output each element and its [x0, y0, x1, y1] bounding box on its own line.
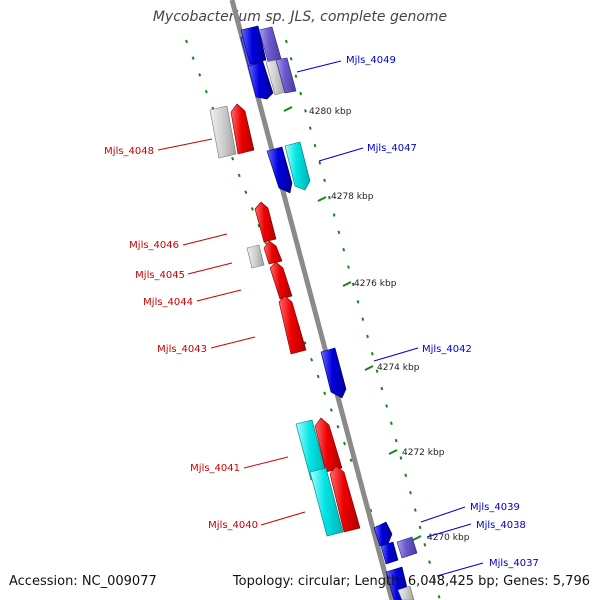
gene-arrow-red: [230, 103, 255, 155]
leader-line: [187, 262, 233, 275]
gene-arrow-red: [314, 417, 343, 473]
leader-line: [243, 456, 289, 469]
tick-4278: [317, 196, 327, 202]
leader-line: [426, 523, 472, 538]
gene-arrow-red: [254, 201, 277, 243]
tick-4270: [412, 535, 422, 541]
kbp-label: 4274 kbp: [377, 363, 420, 373]
gene-label-mjls-4041: Mjls_4041: [190, 463, 240, 474]
kbp-label: 4276 kbp: [354, 279, 397, 289]
gene-arrow-red: [278, 295, 307, 355]
leader-line: [296, 60, 342, 73]
gene-arrow-red: [329, 465, 361, 533]
gene-label-mjls-4048: Mjls_4048: [104, 146, 154, 157]
gene-label-mjls-4037: Mjls_4037: [489, 558, 539, 569]
gene-arrow-red: [269, 261, 293, 300]
gene-labels: Mjls_4049 Mjls_4048 Mjls_4047 Mjls_4046 …: [104, 55, 539, 569]
kbp-label: 4280 kbp: [309, 107, 352, 117]
gene-arrow-cyan: [284, 141, 311, 191]
gene-label-mjls-4039: Mjls_4039: [470, 502, 520, 513]
leader-line: [373, 347, 419, 362]
gene-block-gray: [397, 585, 415, 600]
tick-4280: [283, 106, 293, 112]
gene-block-blue: [380, 541, 399, 565]
kbp-label: 4270 kbp: [427, 533, 470, 543]
leader-line: [182, 233, 228, 246]
gene-arrow-red: [263, 240, 283, 265]
gene-block-blue: [240, 25, 267, 65]
gene-block-cyan: [309, 467, 344, 537]
gene-label-mjls-4044: Mjls_4044: [143, 297, 193, 308]
gene-block-gray: [209, 105, 237, 159]
gc-track-right: [285, 39, 441, 600]
gene-arrow-blue: [320, 347, 347, 399]
map-title: Mycobacterium sp. JLS, complete genome: [152, 9, 448, 25]
tick-4274: [364, 365, 374, 371]
gene-label-mjls-4043: Mjls_4043: [157, 344, 207, 355]
tick-4276: [342, 281, 352, 287]
kbp-label: 4272 kbp: [402, 448, 445, 458]
leader-line: [420, 506, 466, 523]
gene-label-mjls-4040: Mjls_4040: [208, 520, 258, 531]
leader-line: [436, 562, 484, 577]
kbp-label: 4278 kbp: [331, 192, 374, 202]
gene-label-mjls-4038: Mjls_4038: [476, 520, 526, 531]
gene-block-gray: [246, 244, 265, 269]
gene-block-purple: [396, 536, 418, 559]
leader-line: [157, 138, 213, 151]
accession-text: Accession: NC_009077: [9, 574, 157, 589]
kbp-labels: 4280 kbp 4278 kbp 4276 kbp 4274 kbp 4272…: [309, 107, 470, 543]
genome-stats-text: Topology: circular; Length: 6,048,425 bp…: [232, 574, 590, 589]
tick-marks: [283, 106, 422, 541]
gene-label-mjls-4045: Mjls_4045: [135, 270, 185, 281]
gene-label-mjls-4047: Mjls_4047: [367, 143, 417, 154]
tick-4272: [388, 449, 398, 455]
leader-line: [318, 147, 364, 162]
gene-label-mjls-4046: Mjls_4046: [129, 240, 179, 251]
gene-label-mjls-4049: Mjls_4049: [346, 55, 396, 66]
gene-leader-lines: [157, 60, 484, 577]
gene-features: [209, 25, 418, 600]
leader-line: [210, 336, 256, 349]
gene-arrow-blue: [266, 146, 293, 194]
leader-line: [196, 289, 242, 302]
leader-line: [260, 511, 306, 526]
gene-arrow-blue: [247, 61, 274, 100]
gene-label-mjls-4042: Mjls_4042: [422, 344, 472, 355]
gene-block-purple: [275, 57, 297, 94]
gene-arrow-blue: [373, 521, 393, 547]
genome-backbone: [229, 0, 395, 600]
